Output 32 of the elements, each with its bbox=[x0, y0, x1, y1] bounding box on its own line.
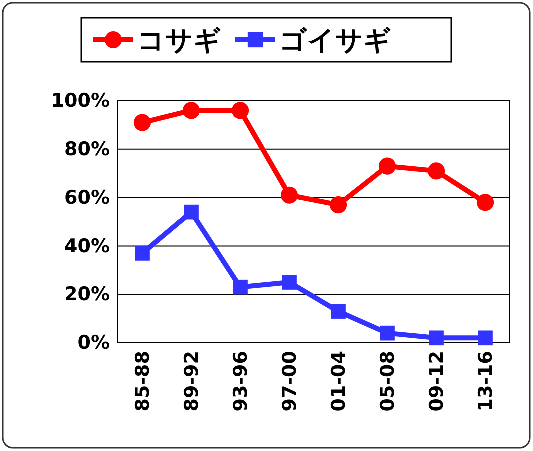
point bbox=[135, 246, 150, 261]
x-tick-label: 01-04 bbox=[328, 351, 350, 412]
x-tick-label: 89-92 bbox=[181, 351, 204, 412]
y-tick-label: 40% bbox=[64, 235, 110, 258]
x-tick-label: 05-08 bbox=[377, 351, 400, 412]
legend-label: ゴイサギ bbox=[280, 26, 392, 57]
point bbox=[182, 102, 200, 120]
x-tick-label: 09-12 bbox=[426, 351, 448, 412]
point bbox=[134, 114, 152, 132]
x-tick-label: 13-16 bbox=[475, 351, 498, 412]
point bbox=[428, 162, 446, 180]
x-tick-label: 85-88 bbox=[132, 351, 154, 412]
point bbox=[331, 304, 346, 319]
point bbox=[330, 196, 348, 214]
point bbox=[378, 158, 396, 175]
y-tick-label: 100% bbox=[51, 90, 110, 112]
point bbox=[478, 330, 493, 346]
point bbox=[232, 102, 250, 120]
point bbox=[280, 186, 298, 204]
point bbox=[476, 194, 494, 212]
y-tick-label: 20% bbox=[64, 284, 110, 306]
point bbox=[233, 280, 248, 295]
point bbox=[380, 326, 395, 341]
point bbox=[429, 330, 444, 346]
x-tick-label: 97-00 bbox=[279, 351, 302, 412]
y-tick-label: 80% bbox=[64, 138, 110, 160]
legend-label: コサギ bbox=[138, 26, 222, 57]
point bbox=[282, 275, 297, 290]
x-tick-label: 93-96 bbox=[230, 351, 252, 412]
y-tick-label: 60% bbox=[64, 186, 110, 209]
y-tick-label: 0% bbox=[78, 332, 110, 354]
point bbox=[184, 204, 199, 220]
